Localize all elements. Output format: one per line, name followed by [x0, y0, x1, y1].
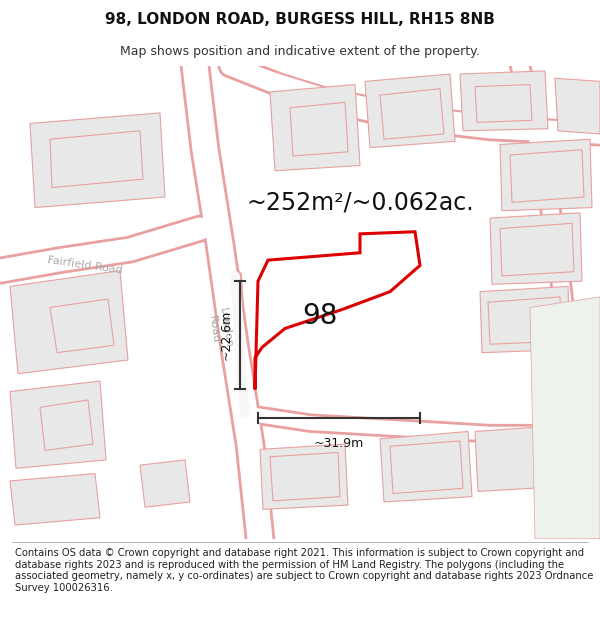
- Polygon shape: [50, 299, 114, 352]
- Polygon shape: [390, 441, 463, 494]
- Polygon shape: [480, 286, 570, 352]
- Polygon shape: [555, 78, 600, 134]
- Polygon shape: [530, 297, 600, 539]
- Polygon shape: [270, 452, 340, 501]
- Text: Fairfield Road: Fairfield Road: [47, 255, 123, 276]
- Polygon shape: [460, 71, 548, 131]
- Polygon shape: [488, 297, 562, 344]
- Text: London
Road: London Road: [206, 307, 233, 350]
- Polygon shape: [50, 131, 143, 188]
- Polygon shape: [490, 213, 582, 284]
- Text: Contains OS data © Crown copyright and database right 2021. This information is : Contains OS data © Crown copyright and d…: [15, 548, 593, 593]
- Polygon shape: [500, 139, 592, 211]
- Polygon shape: [10, 474, 100, 525]
- Text: Map shows position and indicative extent of the property.: Map shows position and indicative extent…: [120, 44, 480, 58]
- Polygon shape: [10, 381, 106, 468]
- Polygon shape: [270, 84, 360, 171]
- Polygon shape: [30, 113, 165, 208]
- Polygon shape: [510, 150, 584, 202]
- Polygon shape: [380, 89, 444, 139]
- Text: ~252m²/~0.062ac.: ~252m²/~0.062ac.: [246, 190, 474, 214]
- Text: ~31.9m: ~31.9m: [314, 437, 364, 450]
- Polygon shape: [260, 444, 348, 509]
- Polygon shape: [380, 431, 472, 502]
- Polygon shape: [40, 400, 93, 451]
- Polygon shape: [140, 460, 190, 508]
- Text: ~22.6m: ~22.6m: [220, 310, 233, 361]
- Polygon shape: [475, 84, 532, 122]
- Polygon shape: [500, 223, 574, 276]
- Polygon shape: [290, 102, 348, 156]
- Polygon shape: [255, 232, 420, 389]
- Polygon shape: [475, 425, 568, 491]
- Polygon shape: [365, 74, 455, 148]
- Text: 98, LONDON ROAD, BURGESS HILL, RH15 8NB: 98, LONDON ROAD, BURGESS HILL, RH15 8NB: [105, 12, 495, 27]
- Text: 98: 98: [302, 302, 338, 330]
- Polygon shape: [10, 271, 128, 374]
